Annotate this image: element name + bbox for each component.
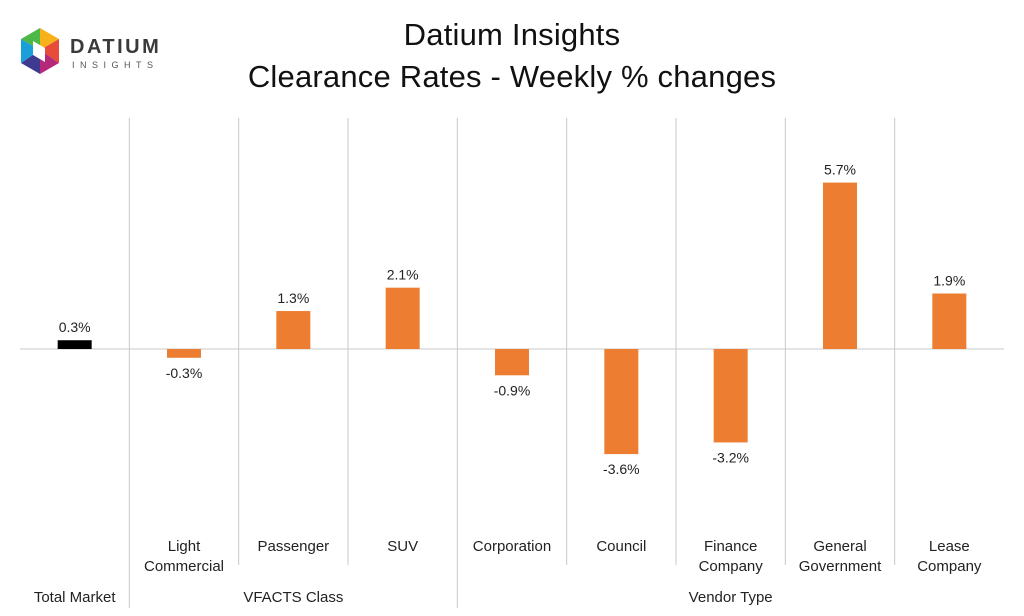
chart-title: Datium Insights	[403, 17, 621, 52]
bar-3	[385, 287, 420, 349]
category-label-6: Company	[699, 558, 764, 575]
data-label-6: -3.2%	[712, 449, 749, 465]
logo-wordmark: DATIUM	[70, 36, 162, 58]
bar-6	[713, 349, 748, 443]
category-label-3: SUV	[387, 538, 418, 555]
bar-5	[604, 349, 639, 455]
category-label-7: General	[813, 538, 866, 555]
data-label-7: 5.7%	[824, 162, 856, 178]
category-label-8: Lease	[929, 538, 970, 555]
data-label-3: 2.1%	[387, 267, 419, 283]
data-label-2: 1.3%	[277, 290, 309, 306]
category-label-8: Company	[917, 558, 982, 575]
bar-2	[276, 311, 311, 349]
chart-title-block: Datium Insights Clearance Rates - Weekly…	[0, 14, 1024, 98]
data-label-0: 0.3%	[59, 319, 91, 335]
category-label-5: Council	[596, 538, 646, 555]
category-label-7: Government	[799, 558, 882, 575]
data-label-4: -0.9%	[494, 382, 531, 398]
category-label-6: Finance	[704, 538, 757, 555]
category-label-4: Corporation	[473, 538, 551, 555]
bar-8	[932, 293, 967, 349]
bar-1	[167, 349, 201, 358]
bar-4	[495, 349, 529, 376]
category-label-1: Light	[168, 538, 201, 555]
data-label-5: -3.6%	[603, 461, 640, 477]
bar-7	[823, 182, 857, 349]
bar-0	[57, 340, 92, 349]
data-label-1: -0.3%	[166, 365, 203, 381]
chart-subtitle: Clearance Rates - Weekly % changes	[247, 59, 777, 94]
category-label-1: Commercial	[144, 558, 224, 575]
group-label-2: Vendor Type	[689, 589, 773, 606]
category-label-2: Passenger	[257, 538, 329, 555]
datium-logo-icon	[21, 28, 59, 74]
logo-subword: INSIGHTS	[72, 60, 159, 70]
group-label-0: Total Market	[34, 589, 117, 606]
data-label-8: 1.9%	[933, 273, 965, 289]
group-label-1: VFACTS Class	[243, 589, 343, 606]
datium-logo: DATIUM INSIGHTS	[18, 26, 168, 84]
